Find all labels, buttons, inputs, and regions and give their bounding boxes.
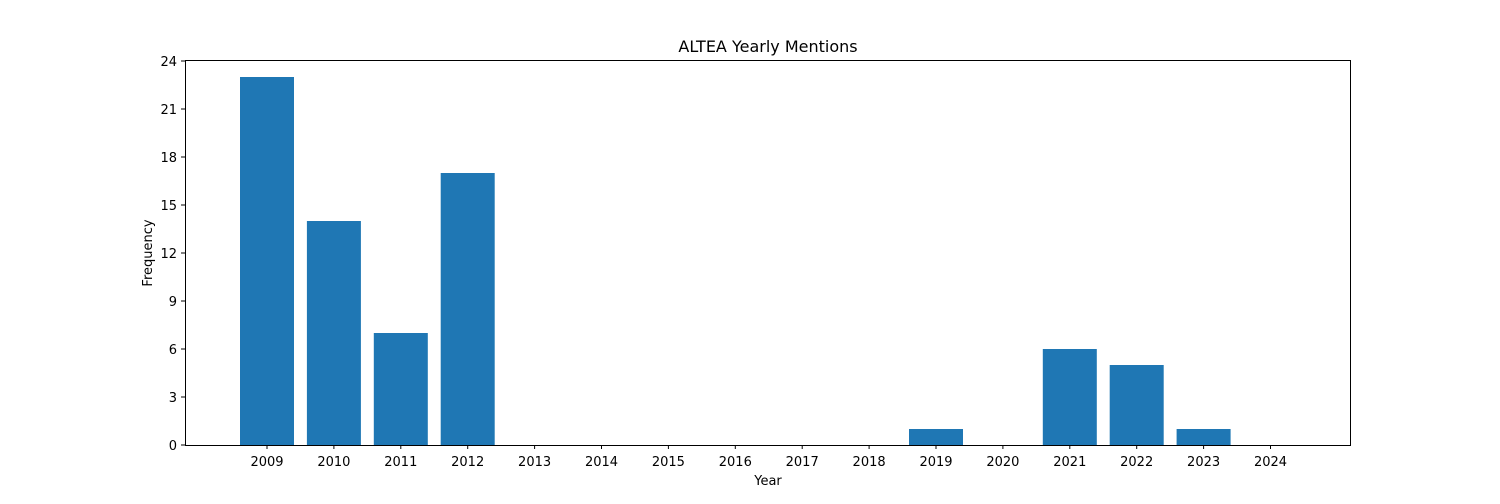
y-tick-label: 0 xyxy=(169,439,177,454)
bar-2009 xyxy=(240,77,294,445)
bar-2012 xyxy=(440,173,495,445)
bar-2011 xyxy=(373,333,428,445)
plot-frame xyxy=(185,60,1351,446)
y-tick-label: 3 xyxy=(169,391,177,406)
x-tick-label: 2018 xyxy=(853,455,886,470)
y-tick-label: 24 xyxy=(160,55,177,70)
y-axis-ticks: 0 3 6 9 12 15 18 21 24 xyxy=(160,55,186,454)
bar-2021 xyxy=(1042,349,1097,445)
x-tick-label: 2015 xyxy=(652,455,685,470)
x-tick-label: 2023 xyxy=(1187,455,1220,470)
y-tick-label: 12 xyxy=(160,247,177,262)
x-tick-label: 2014 xyxy=(585,455,618,470)
y-tick-label: 18 xyxy=(160,151,177,166)
y-axis-label: Frequency xyxy=(141,219,156,286)
x-tick-label: 2010 xyxy=(317,455,350,470)
y-tick-label: 21 xyxy=(160,103,177,118)
x-tick-label: 2020 xyxy=(986,455,1019,470)
x-tick-label: 2021 xyxy=(1053,455,1086,470)
x-axis-ticks: 2009 2010 2011 2012 2013 2014 2015 2016 2017 2018… xyxy=(250,445,1287,470)
bars-layer xyxy=(240,77,1231,445)
x-tick-label: 2024 xyxy=(1254,455,1287,470)
x-tick-label: 2022 xyxy=(1120,455,1153,470)
x-tick-label: 2016 xyxy=(719,455,752,470)
x-tick-label: 2012 xyxy=(451,455,484,470)
bar-2023 xyxy=(1176,429,1231,445)
bar-2010 xyxy=(306,221,361,445)
x-tick-label: 2017 xyxy=(786,455,819,470)
chart-title: ALTEA Yearly Mentions xyxy=(678,37,857,56)
bar-2022 xyxy=(1109,365,1164,445)
x-tick-label: 2019 xyxy=(919,455,952,470)
bar-2019 xyxy=(909,429,963,445)
x-axis-label: Year xyxy=(753,474,782,489)
x-tick-label: 2009 xyxy=(250,455,283,470)
y-tick-label: 15 xyxy=(160,199,177,214)
x-tick-label: 2011 xyxy=(384,455,417,470)
x-tick-label: 2013 xyxy=(518,455,551,470)
y-tick-label: 6 xyxy=(169,343,177,358)
y-tick-label: 9 xyxy=(169,295,177,310)
